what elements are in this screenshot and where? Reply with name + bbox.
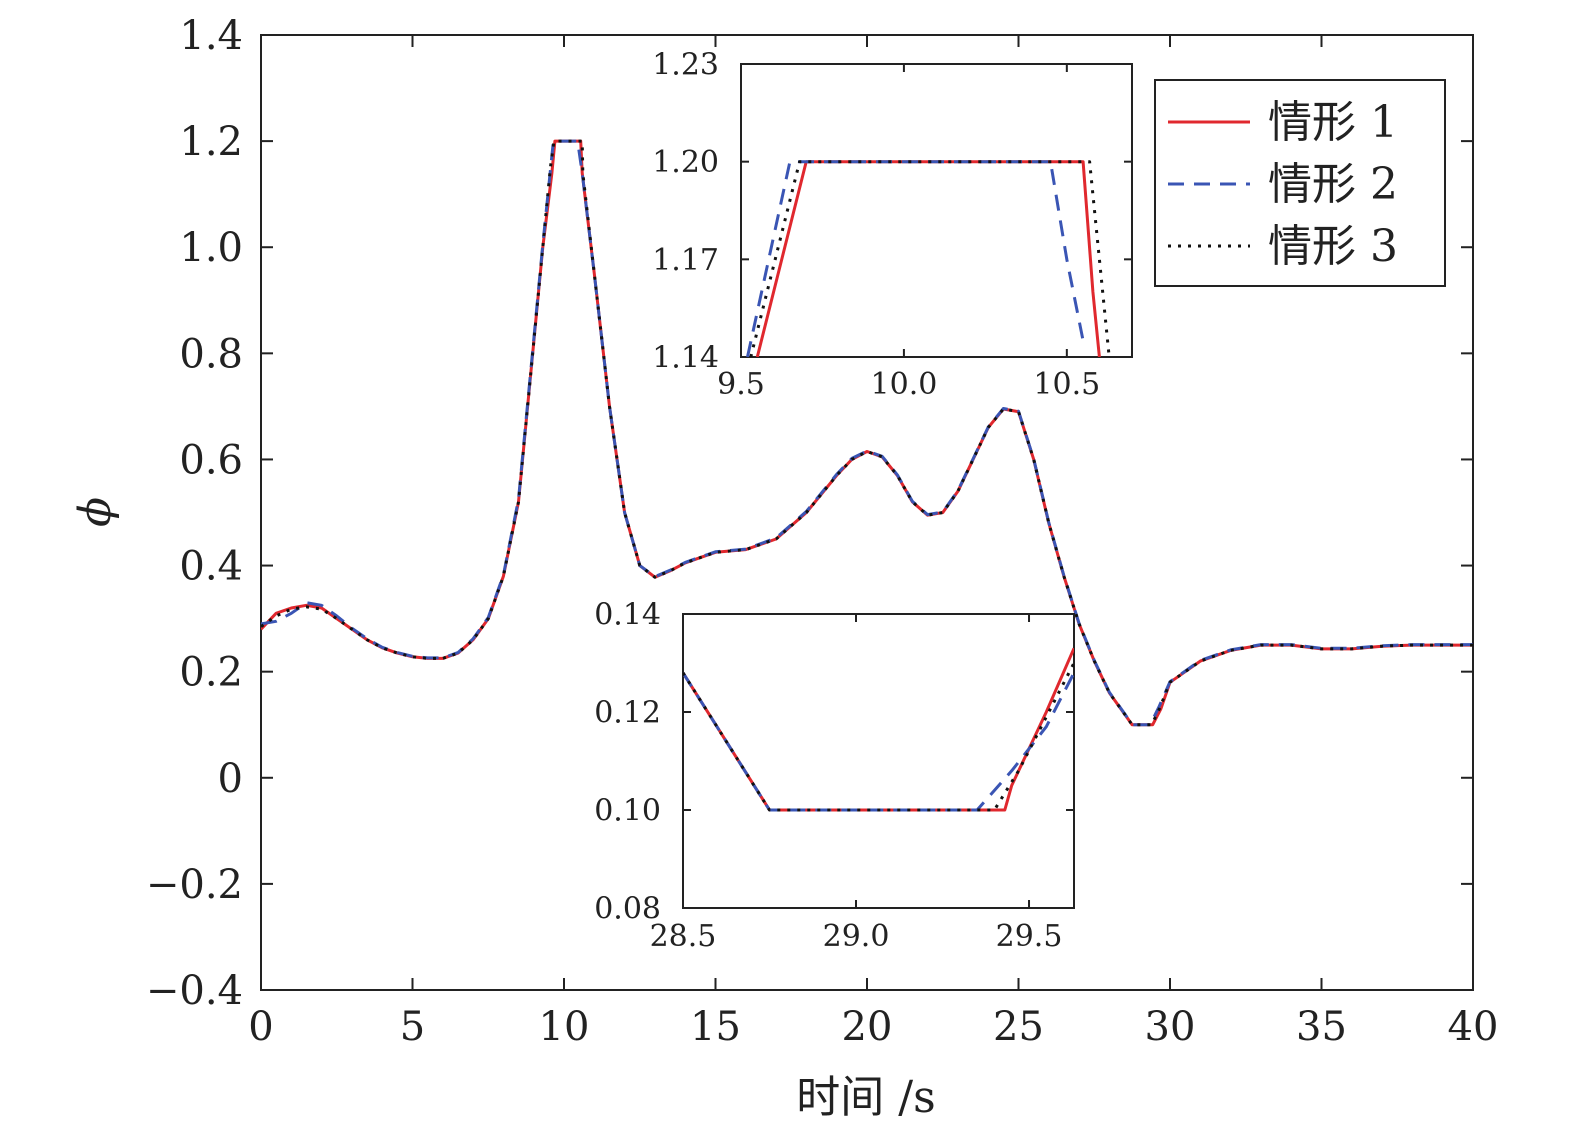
y-tick-label: 1.14 bbox=[652, 341, 719, 376]
y-tick-label: 0.10 bbox=[594, 794, 661, 829]
legend-label-2: 情形 2 bbox=[1268, 159, 1398, 210]
x-tick-label: 10.5 bbox=[1033, 367, 1100, 402]
y-tick-label: 0 bbox=[218, 756, 243, 802]
x-tick-label: 0 bbox=[248, 1004, 273, 1050]
y-tick-label: −0.4 bbox=[146, 968, 243, 1014]
plot-frame bbox=[682, 613, 1075, 909]
inset-trough-plot: 28.5 29.0 29.5 0.08 0.10 0.12 0.14 bbox=[594, 598, 1075, 954]
legend-label-1: 情形 1 bbox=[1268, 97, 1398, 148]
x-tick-label: 10.0 bbox=[871, 367, 938, 402]
y-tick-label: 0.14 bbox=[594, 598, 661, 633]
x-tick-label: 9.5 bbox=[717, 367, 765, 402]
y-tick-label: 0.2 bbox=[179, 650, 243, 696]
y-tick-label: 0.4 bbox=[179, 544, 243, 590]
x-axis-title: 时间 /s bbox=[796, 1072, 935, 1123]
y-tick-label: 1.20 bbox=[652, 145, 719, 180]
y-tick-label: 0.12 bbox=[594, 696, 661, 731]
legend-label-3: 情形 3 bbox=[1268, 221, 1398, 272]
y-tick-label: 1.2 bbox=[179, 119, 243, 165]
x-tick-label: 5 bbox=[400, 1004, 425, 1050]
series-line-2 bbox=[746, 160, 1085, 357]
legend: 情形 1 情形 2 情形 3 bbox=[1154, 79, 1446, 287]
series-line-3 bbox=[261, 139, 1473, 727]
y-tick-label: 1.4 bbox=[179, 13, 243, 59]
y-axis-title: ϕ bbox=[70, 497, 121, 527]
y-tick-label: 0.8 bbox=[179, 331, 243, 377]
x-tick-label: 28.5 bbox=[650, 919, 717, 954]
y-tick-label: 1.23 bbox=[652, 48, 719, 83]
x-tick-label: 15 bbox=[690, 1004, 741, 1050]
series-line-2 bbox=[683, 672, 1074, 812]
x-tick-label: 10 bbox=[539, 1004, 590, 1050]
inset-peak-plot: 9.5 10.0 10.5 1.14 1.17 1.20 1.23 bbox=[652, 48, 1133, 402]
y-tick-label: 1.0 bbox=[179, 225, 243, 271]
x-tick-label: 25 bbox=[993, 1004, 1044, 1050]
x-tick-label: 30 bbox=[1145, 1004, 1196, 1050]
y-tick-label: 0.6 bbox=[179, 437, 243, 483]
series-line-2 bbox=[261, 139, 1473, 727]
y-tick-label: 1.17 bbox=[652, 243, 719, 278]
x-tick-label: 40 bbox=[1448, 1004, 1499, 1050]
y-tick-label: 0.08 bbox=[594, 892, 661, 927]
y-tick-label: −0.2 bbox=[146, 862, 243, 908]
x-tick-label: 20 bbox=[842, 1004, 893, 1050]
x-tick-label: 29.5 bbox=[996, 919, 1063, 954]
series-line-3 bbox=[683, 662, 1074, 812]
x-tick-label: 35 bbox=[1296, 1004, 1347, 1050]
series-line-3 bbox=[749, 160, 1111, 357]
plot-frame bbox=[740, 63, 1133, 358]
x-tick-label: 29.0 bbox=[823, 919, 890, 954]
series-line-1 bbox=[755, 160, 1101, 357]
